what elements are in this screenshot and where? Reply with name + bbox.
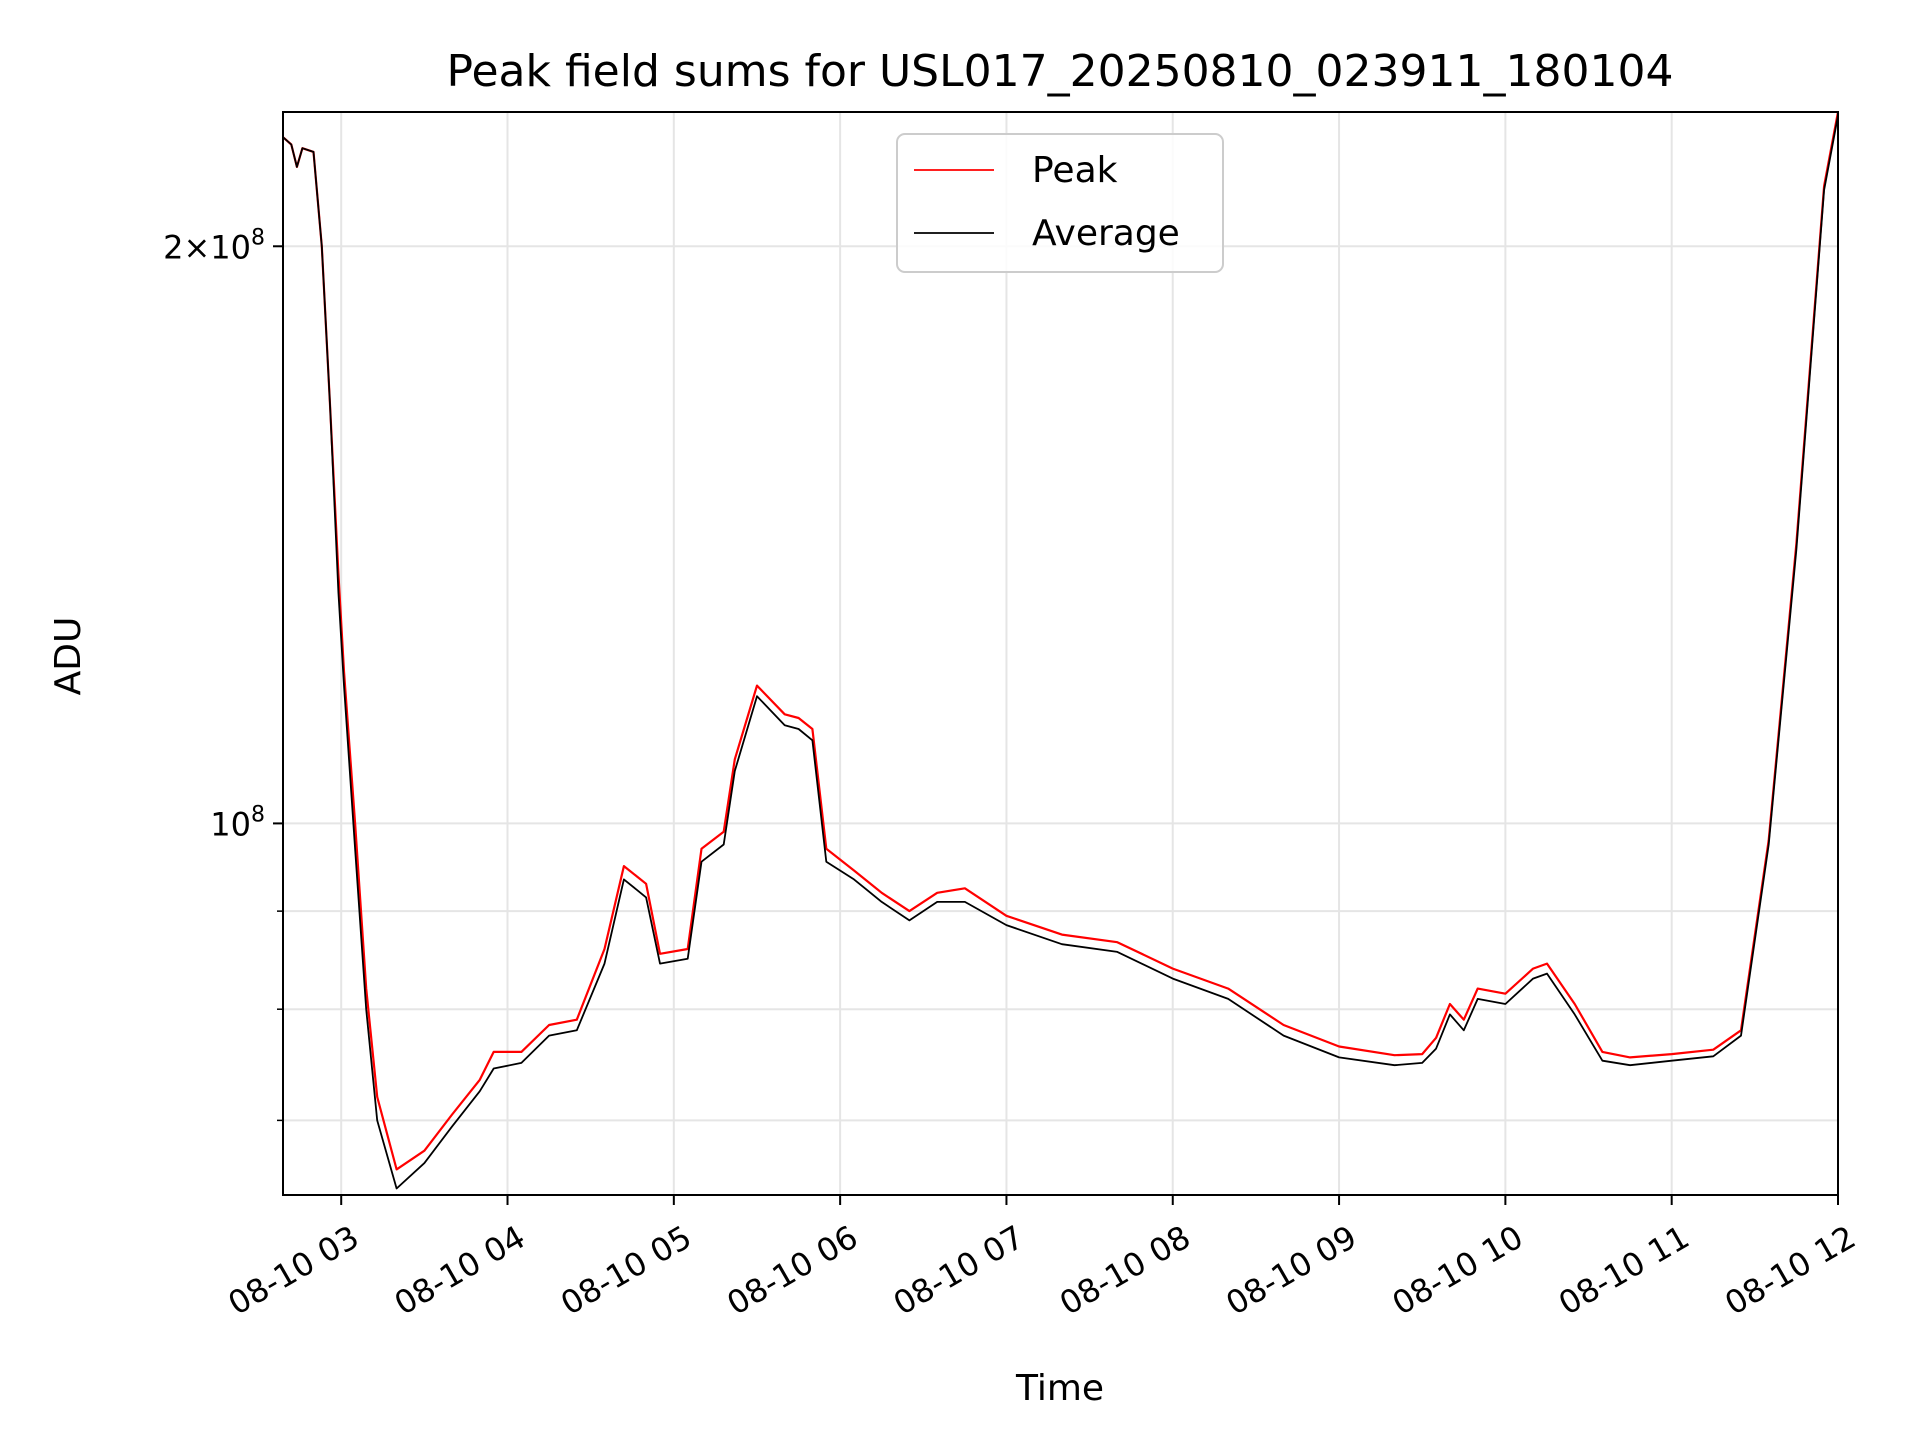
x-axis: 08-10 03 08-10 04 08-10 05 08-10 06 08-10 07… (222, 1195, 1862, 1323)
x-tick-label: 08-10 09 (1219, 1218, 1363, 1323)
x-tick-label: 08-10 10 (1386, 1218, 1530, 1323)
y-axis: 108 2×108 (163, 225, 283, 1122)
x-tick-label: 08-10 06 (721, 1218, 865, 1323)
series-line-peak (283, 112, 1838, 1171)
legend: Peak Average (896, 133, 1224, 273)
x-axis-label: Time (1015, 1368, 1104, 1409)
grid (283, 112, 1839, 1195)
legend-box (896, 133, 1224, 273)
legend-label-peak: Peak (1032, 150, 1118, 191)
plot-frame (282, 111, 1839, 1196)
x-tick-label: 08-10 11 (1552, 1218, 1696, 1323)
y-tick-label: 108 (210, 802, 265, 843)
y-tick-label: 2×108 (163, 225, 265, 266)
x-tick-label: 08-10 05 (554, 1218, 698, 1323)
series-layer (283, 112, 1838, 1190)
chart-title: Peak field sums for USL017_20250810_0239… (447, 46, 1674, 97)
y-axis-label: ADU (48, 617, 89, 696)
x-tick-label: 08-10 07 (887, 1218, 1031, 1323)
legend-label-average: Average (1032, 213, 1180, 254)
x-tick-label: 08-10 03 (222, 1218, 366, 1323)
series-line-average (283, 115, 1838, 1190)
x-tick-label: 08-10 08 (1053, 1218, 1197, 1323)
x-tick-label: 08-10 12 (1718, 1218, 1862, 1323)
x-tick-label: 08-10 04 (388, 1218, 532, 1323)
